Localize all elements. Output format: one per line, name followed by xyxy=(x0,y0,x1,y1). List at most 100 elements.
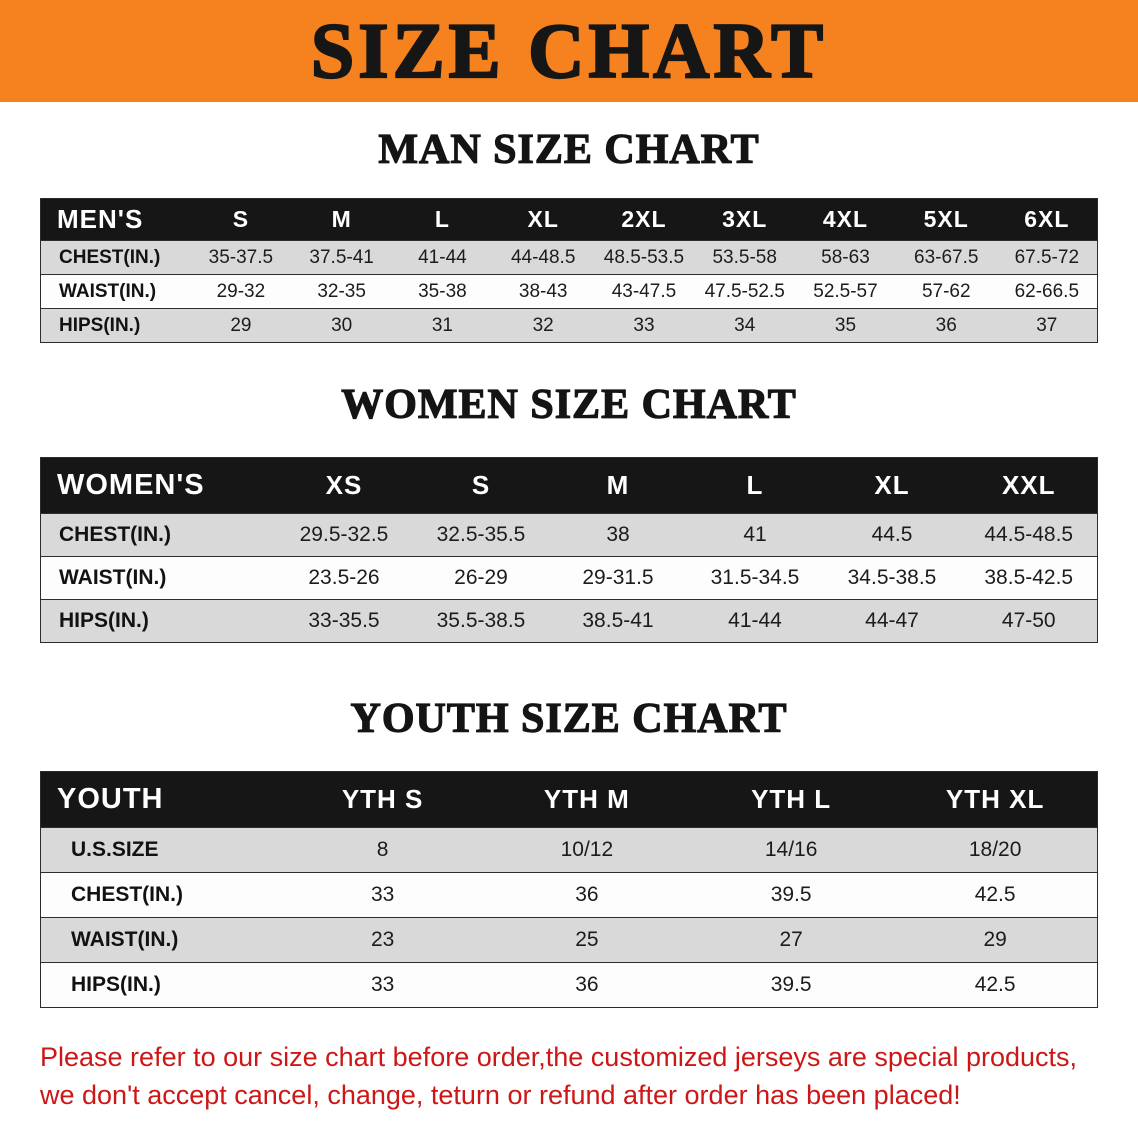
measurement-value: 29-31.5 xyxy=(582,566,654,589)
table-header-row: WOMEN'S XS S M L XL XXL xyxy=(40,457,1098,514)
size-column-header: 6XL xyxy=(996,198,1098,241)
measurement-value: 32-35 xyxy=(317,280,366,302)
women-size-table: WOMEN'S XS S M L XL XXL CHEST(IN.) 29.5-32.5 32.5… xyxy=(40,457,1098,643)
measurement-value: 35-38 xyxy=(418,280,467,302)
measurement-row: HIPS(IN.) 29 30 31 32 33 34 35 36 37 xyxy=(40,308,1098,343)
measurement-value: 58-63 xyxy=(821,246,870,268)
measurement-value: 34 xyxy=(734,314,756,336)
men-section-heading: MAN SIZE CHART xyxy=(378,126,760,173)
table-title-cell: YOUTH xyxy=(40,771,281,828)
women-section-heading: WOMEN SIZE CHART xyxy=(341,381,797,428)
disclaimer: Please refer to our size chart before or… xyxy=(40,1038,1110,1115)
measurement-value: 30 xyxy=(331,314,353,336)
size-column-header: L xyxy=(392,198,493,241)
measurement-value: 32 xyxy=(532,314,554,336)
measurement-value: 36 xyxy=(575,973,599,996)
measurement-label: WAIST(IN.) xyxy=(59,280,157,302)
measurement-value: 18/20 xyxy=(968,838,1022,861)
size-column-header: 5XL xyxy=(895,198,997,241)
measurement-value: 34.5-38.5 xyxy=(847,566,937,589)
measurement-value: 41-44 xyxy=(728,609,782,632)
measurement-value: 23 xyxy=(370,928,395,951)
measurement-label: U.S.SIZE xyxy=(71,838,159,861)
size-column-header: YTH XL xyxy=(893,771,1098,828)
measurement-value: 53.5-58 xyxy=(712,246,777,268)
size-chart-banner: SIZE CHART xyxy=(0,0,1138,102)
measurement-value: 67.5-72 xyxy=(1014,246,1080,268)
measurement-value: 62-66.5 xyxy=(1014,280,1080,302)
measurement-value: 10/12 xyxy=(560,838,614,861)
measurement-value: 29-32 xyxy=(216,280,266,302)
size-column-header: 3XL xyxy=(694,198,796,241)
measurement-value: 29 xyxy=(983,928,1007,951)
measurement-row: CHEST(IN.) 29.5-32.5 32.5-35.5 38 41 44.5 44.5… xyxy=(40,513,1098,557)
measurement-value: 44-48.5 xyxy=(510,246,576,268)
measurement-value: 14/16 xyxy=(764,838,818,861)
size-column-header: XL xyxy=(492,198,594,241)
measurement-row: WAIST(IN.) 23 25 27 29 xyxy=(40,917,1098,963)
measurement-label: HIPS(IN.) xyxy=(71,973,161,996)
size-column-header: M xyxy=(549,457,687,514)
measurement-value: 37.5-41 xyxy=(309,246,374,268)
size-column-header: XXL xyxy=(960,457,1098,514)
measurement-value: 52.5-57 xyxy=(813,280,878,302)
table-title-cell: WOMEN'S xyxy=(40,457,276,514)
measurement-value: 39.5 xyxy=(770,973,812,996)
measurement-value: 36 xyxy=(575,883,599,906)
measurement-value: 42.5 xyxy=(974,973,1016,996)
size-column-header: S xyxy=(412,457,550,514)
youth-section-heading: YOUTH SIZE CHART xyxy=(350,695,788,742)
measurement-value: 41-44 xyxy=(418,246,467,268)
measurement-label: HIPS(IN.) xyxy=(59,609,149,632)
measurement-value: 42.5 xyxy=(974,883,1016,906)
measurement-value: 29 xyxy=(230,314,252,336)
measurement-value: 44.5-48.5 xyxy=(984,523,1074,546)
size-column-header: M xyxy=(291,198,393,241)
measurement-label: CHEST(IN.) xyxy=(59,246,161,268)
youth-size-section: YOUTH SIZE CHART YOUTH YTH S YTH M YTH L YTH… xyxy=(0,695,1138,1008)
measurement-value: 43-47.5 xyxy=(611,280,677,302)
measurement-value: 35-37.5 xyxy=(208,246,274,268)
measurement-row: CHEST(IN.) 33 36 39.5 42.5 xyxy=(40,872,1098,918)
women-size-section: WOMEN SIZE CHART WOMEN'S XS S M L XL XXL CHEST(… xyxy=(0,381,1138,643)
measurement-value: 48.5-53.5 xyxy=(603,246,685,268)
measurement-value: 33 xyxy=(370,883,395,906)
measurement-value: 38.5-41 xyxy=(582,609,654,632)
measurement-value: 31 xyxy=(431,314,453,336)
measurement-value: 38.5-42.5 xyxy=(984,566,1074,589)
size-column-header: S xyxy=(190,198,292,241)
measurement-value: 57-62 xyxy=(921,280,971,302)
size-column-header: YTH S xyxy=(280,771,485,828)
measurement-row: HIPS(IN.) 33 36 39.5 42.5 xyxy=(40,962,1098,1008)
page-title: SIZE CHART xyxy=(310,7,828,94)
measurement-value: 33 xyxy=(370,973,395,996)
measurement-value: 35.5-38.5 xyxy=(436,609,526,632)
measurement-value: 44.5 xyxy=(871,523,913,546)
table-title-cell: MEN'S xyxy=(40,198,191,241)
size-column-header: YTH M xyxy=(484,771,689,828)
measurement-value: 31.5-34.5 xyxy=(710,566,800,589)
measurement-value: 35 xyxy=(834,314,857,336)
size-column-header: XL xyxy=(823,457,961,514)
measurement-row: U.S.SIZE 8 10/12 14/16 18/20 xyxy=(40,827,1098,873)
measurement-value: 47-50 xyxy=(1001,609,1056,632)
disclaimer-line-1: Please refer to our size chart before or… xyxy=(40,1042,1078,1072)
measurement-value: 36 xyxy=(935,314,957,336)
size-column-header: 2XL xyxy=(593,198,695,241)
size-column-header: 4XL xyxy=(795,198,896,241)
measurement-row: HIPS(IN.) 33-35.5 35.5-38.5 38.5-41 41-44 44-… xyxy=(40,599,1098,643)
measurement-value: 37 xyxy=(1036,314,1058,336)
measurement-value: 29.5-32.5 xyxy=(299,523,389,546)
measurement-row: WAIST(IN.) 23.5-26 26-29 29-31.5 31.5-34.5 34… xyxy=(40,556,1098,600)
measurement-value: 32.5-35.5 xyxy=(436,523,526,546)
measurement-label: CHEST(IN.) xyxy=(71,883,183,906)
measurement-value: 39.5 xyxy=(770,883,812,906)
men-size-table: MEN'S S M L XL 2XL 3XL 4XL 5XL 6XL CHEST(IN.) 35-37… xyxy=(40,198,1098,343)
measurement-value: 23.5-26 xyxy=(308,566,380,589)
measurement-value: 38-43 xyxy=(518,280,568,302)
table-header-row: MEN'S S M L XL 2XL 3XL 4XL 5XL 6XL xyxy=(40,198,1098,241)
size-column-header: L xyxy=(686,457,824,514)
measurement-label: CHEST(IN.) xyxy=(59,523,171,546)
measurement-value: 26-29 xyxy=(454,566,508,589)
measurement-value: 44-47 xyxy=(865,609,919,632)
